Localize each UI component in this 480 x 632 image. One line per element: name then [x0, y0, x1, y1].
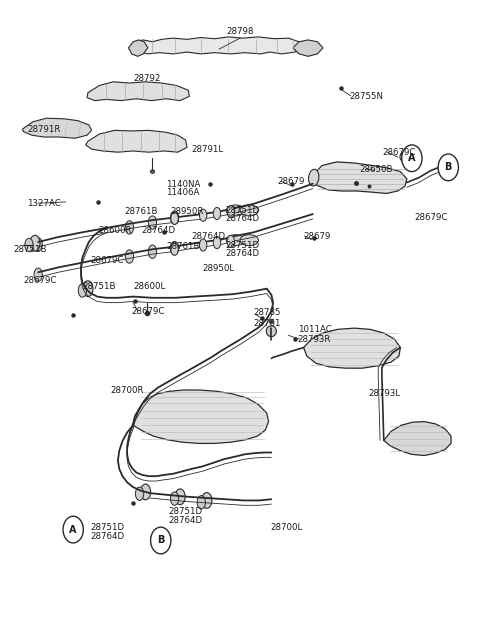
- Text: 28761: 28761: [253, 319, 280, 328]
- Ellipse shape: [266, 325, 276, 337]
- Text: A: A: [70, 525, 77, 535]
- Text: 28700L: 28700L: [270, 523, 302, 532]
- Text: 28751B: 28751B: [83, 283, 116, 291]
- Polygon shape: [384, 422, 451, 456]
- Text: 28600L: 28600L: [133, 283, 165, 291]
- Ellipse shape: [83, 281, 93, 296]
- Text: 11406A: 11406A: [166, 188, 200, 197]
- Ellipse shape: [444, 161, 453, 170]
- Ellipse shape: [125, 221, 133, 234]
- Text: 28950R: 28950R: [170, 207, 204, 216]
- Polygon shape: [293, 40, 323, 56]
- Polygon shape: [87, 82, 189, 100]
- Circle shape: [63, 516, 84, 543]
- Text: 28700R: 28700R: [110, 386, 144, 394]
- Ellipse shape: [400, 152, 410, 162]
- Text: B: B: [157, 535, 165, 545]
- Text: 28751D: 28751D: [168, 507, 203, 516]
- Text: B: B: [444, 162, 452, 173]
- Ellipse shape: [309, 169, 319, 186]
- Text: 28600R: 28600R: [98, 226, 132, 235]
- Text: 28751D: 28751D: [225, 241, 259, 250]
- Text: 28792: 28792: [133, 74, 160, 83]
- Ellipse shape: [25, 238, 33, 252]
- Ellipse shape: [148, 245, 156, 258]
- Polygon shape: [133, 37, 302, 54]
- Polygon shape: [303, 328, 400, 368]
- Text: 1327AC: 1327AC: [27, 199, 61, 209]
- Polygon shape: [85, 130, 187, 152]
- Ellipse shape: [170, 492, 179, 506]
- Ellipse shape: [202, 492, 212, 508]
- Ellipse shape: [34, 238, 42, 251]
- Text: 28791L: 28791L: [192, 145, 224, 154]
- Ellipse shape: [226, 205, 245, 216]
- Text: 1140NA: 1140NA: [166, 181, 201, 190]
- Polygon shape: [129, 40, 148, 56]
- Ellipse shape: [135, 487, 144, 501]
- Ellipse shape: [197, 495, 205, 509]
- Polygon shape: [133, 390, 269, 444]
- Ellipse shape: [240, 205, 258, 216]
- Text: 28751D: 28751D: [225, 206, 259, 215]
- Circle shape: [151, 527, 171, 554]
- Text: 28764D: 28764D: [90, 532, 124, 541]
- Text: 28764D: 28764D: [168, 516, 203, 525]
- Text: 28679: 28679: [277, 177, 304, 186]
- Text: 28793R: 28793R: [298, 334, 331, 344]
- Text: 28679C: 28679C: [132, 307, 165, 315]
- Text: 28793L: 28793L: [368, 389, 400, 398]
- Text: 28751D: 28751D: [90, 523, 124, 532]
- Ellipse shape: [171, 212, 178, 224]
- Ellipse shape: [30, 235, 40, 251]
- Text: 28679: 28679: [303, 232, 331, 241]
- Ellipse shape: [148, 216, 156, 229]
- Text: A: A: [408, 153, 416, 163]
- Text: 28764D: 28764D: [192, 232, 226, 241]
- Ellipse shape: [170, 211, 179, 224]
- Ellipse shape: [125, 250, 133, 263]
- Text: 28679C: 28679C: [90, 256, 124, 265]
- Ellipse shape: [171, 243, 178, 255]
- Ellipse shape: [240, 234, 258, 246]
- Ellipse shape: [175, 489, 185, 505]
- Ellipse shape: [213, 236, 221, 248]
- Text: 28764D: 28764D: [225, 214, 259, 223]
- Circle shape: [402, 145, 422, 172]
- Ellipse shape: [150, 170, 155, 173]
- Ellipse shape: [78, 284, 86, 297]
- Text: 28650B: 28650B: [360, 165, 393, 174]
- Text: 28950L: 28950L: [202, 264, 234, 273]
- Text: 28679C: 28679C: [414, 212, 447, 222]
- Text: 28755N: 28755N: [349, 92, 384, 101]
- Ellipse shape: [227, 235, 234, 248]
- Text: 28785: 28785: [253, 308, 280, 317]
- Text: 28761B: 28761B: [166, 242, 200, 252]
- Text: 28679C: 28679C: [383, 148, 416, 157]
- Text: 28764D: 28764D: [225, 249, 259, 258]
- Ellipse shape: [213, 207, 221, 219]
- Polygon shape: [312, 162, 407, 193]
- Text: 28791R: 28791R: [27, 125, 60, 133]
- Ellipse shape: [200, 239, 207, 251]
- Polygon shape: [23, 118, 92, 138]
- Ellipse shape: [141, 484, 151, 500]
- Text: 28798: 28798: [226, 27, 254, 35]
- Text: 28751B: 28751B: [13, 245, 47, 254]
- Text: 28761B: 28761B: [124, 207, 157, 216]
- Text: 28764D: 28764D: [141, 226, 175, 235]
- Text: 28679C: 28679C: [24, 276, 57, 285]
- Ellipse shape: [226, 234, 245, 246]
- Circle shape: [438, 154, 458, 181]
- Ellipse shape: [34, 268, 42, 281]
- Text: 1011AC: 1011AC: [298, 325, 331, 334]
- Ellipse shape: [170, 241, 179, 255]
- Ellipse shape: [200, 209, 207, 221]
- Ellipse shape: [227, 205, 234, 217]
